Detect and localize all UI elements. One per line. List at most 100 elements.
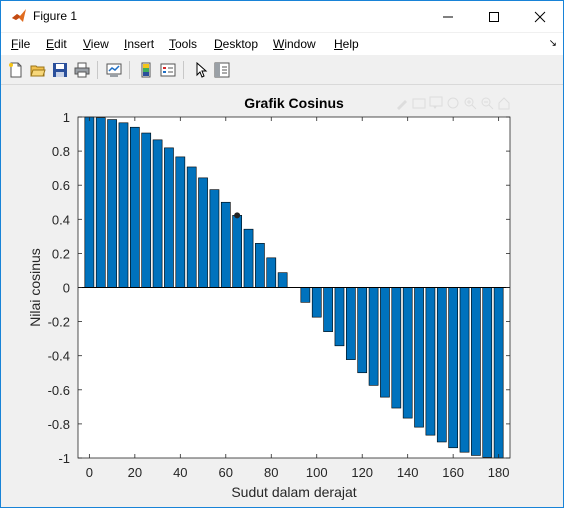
link-plot-button[interactable] [104, 60, 124, 80]
menu-view[interactable]: View [83, 37, 109, 51]
close-icon [534, 11, 546, 22]
export-icon[interactable] [412, 96, 426, 110]
bar [311, 287, 322, 318]
home-icon[interactable] [497, 96, 511, 110]
bar [391, 287, 402, 409]
bar [95, 117, 106, 288]
bar [368, 287, 379, 386]
bar [186, 166, 197, 288]
y-tick-label: -0.4 [48, 349, 70, 364]
bar [175, 156, 186, 288]
bar [300, 287, 311, 303]
datatip-marker [234, 212, 241, 219]
open-file-button[interactable] [28, 60, 48, 80]
y-tick-label: 0.6 [52, 178, 70, 193]
bar [334, 287, 345, 347]
colorbar-button[interactable] [136, 60, 156, 80]
toolbar-separator [97, 61, 98, 79]
menu-insert[interactable]: Insert [124, 37, 155, 51]
zoom-out-icon[interactable] [480, 96, 494, 110]
menu-file[interactable]: File [11, 37, 31, 51]
menu-tools[interactable]: Tools [169, 37, 198, 51]
x-axis-label: Sudut dalam derajat [231, 484, 356, 500]
menu-window[interactable]: Window [273, 37, 316, 51]
new-figure-icon [9, 62, 22, 78]
open-icon [30, 65, 46, 77]
window-title: Figure 1 [33, 9, 78, 23]
bar [436, 287, 447, 443]
bar [277, 272, 288, 288]
y-tick-label: 0.8 [52, 144, 70, 159]
x-tick-label: 80 [264, 465, 278, 480]
y-tick-label: 1 [63, 110, 70, 125]
brush-icon[interactable] [395, 96, 409, 110]
property-editor-button[interactable] [212, 60, 232, 80]
x-tick-label: 100 [306, 465, 328, 480]
bar [380, 287, 390, 398]
x-tick-label: 140 [397, 465, 419, 480]
save-button[interactable] [50, 60, 70, 80]
colorbar-icon [141, 62, 151, 78]
x-tick-label: 0 [86, 465, 93, 480]
x-axis-ticks: 0 20 40 60 80 100 120 140 160 180 [86, 117, 510, 480]
y-axis-label: Nilai cosinus [27, 248, 43, 327]
bar [425, 287, 436, 436]
edit-plot-button[interactable] [190, 60, 210, 80]
bar [493, 287, 504, 459]
bar [232, 215, 243, 288]
minimize-button[interactable] [425, 1, 471, 32]
bar [448, 287, 459, 449]
maximize-button[interactable] [471, 1, 517, 32]
minimize-icon [443, 16, 453, 17]
y-axis-ticks: -1 -0.8 -0.6 -0.4 -0.2 0 0.2 0.4 0.6 0.8 1 [48, 110, 510, 466]
pointer-icon [196, 62, 208, 78]
bar [255, 243, 265, 288]
toolbar-separator [129, 61, 130, 79]
bar [459, 287, 470, 453]
bar [164, 147, 174, 288]
save-icon [53, 63, 67, 77]
menu-bar: File Edit View Insert Tools Desktop Wind… [1, 33, 563, 55]
legend-button[interactable] [158, 60, 178, 80]
bar [323, 287, 333, 332]
bar [471, 287, 481, 456]
x-tick-label: 60 [219, 465, 233, 480]
menu-desktop[interactable]: Desktop [214, 37, 259, 51]
y-tick-label: 0.2 [52, 246, 70, 261]
property-editor-icon [214, 62, 230, 78]
x-tick-label: 20 [128, 465, 142, 480]
bar [198, 177, 208, 288]
matlab-logo-icon [12, 9, 26, 22]
figure-toolbar [1, 56, 563, 85]
bar [107, 119, 117, 288]
bar [84, 116, 95, 288]
new-figure-button[interactable] [6, 60, 26, 80]
y-tick-label: -0.8 [48, 417, 70, 432]
legend-icon [160, 63, 176, 77]
chart-title: Grafik Cosinus [244, 95, 344, 111]
bar [141, 132, 152, 288]
title-bar[interactable]: Figure 1 [1, 1, 563, 32]
close-button[interactable] [517, 1, 563, 32]
y-tick-label: -0.2 [48, 315, 70, 330]
zoom-in-icon[interactable] [463, 96, 477, 110]
y-tick-label: 0 [63, 281, 70, 296]
pan-icon[interactable] [446, 96, 460, 110]
menu-edit[interactable]: Edit [46, 37, 67, 51]
datatip-icon[interactable] [429, 96, 443, 110]
maximize-icon [489, 11, 499, 22]
bar [345, 287, 356, 360]
menu-dock-arrow-icon[interactable]: ↘ [548, 38, 557, 49]
x-tick-label: 180 [488, 465, 510, 480]
toolbar-separator [183, 61, 184, 79]
menu-help[interactable]: Help [334, 37, 359, 51]
bar [357, 287, 368, 374]
bar [129, 126, 140, 288]
bar [402, 287, 413, 419]
print-button[interactable] [72, 60, 92, 80]
bar [414, 287, 424, 428]
y-tick-label: 0.4 [52, 212, 70, 227]
print-icon [74, 62, 90, 78]
x-tick-label: 120 [351, 465, 373, 480]
